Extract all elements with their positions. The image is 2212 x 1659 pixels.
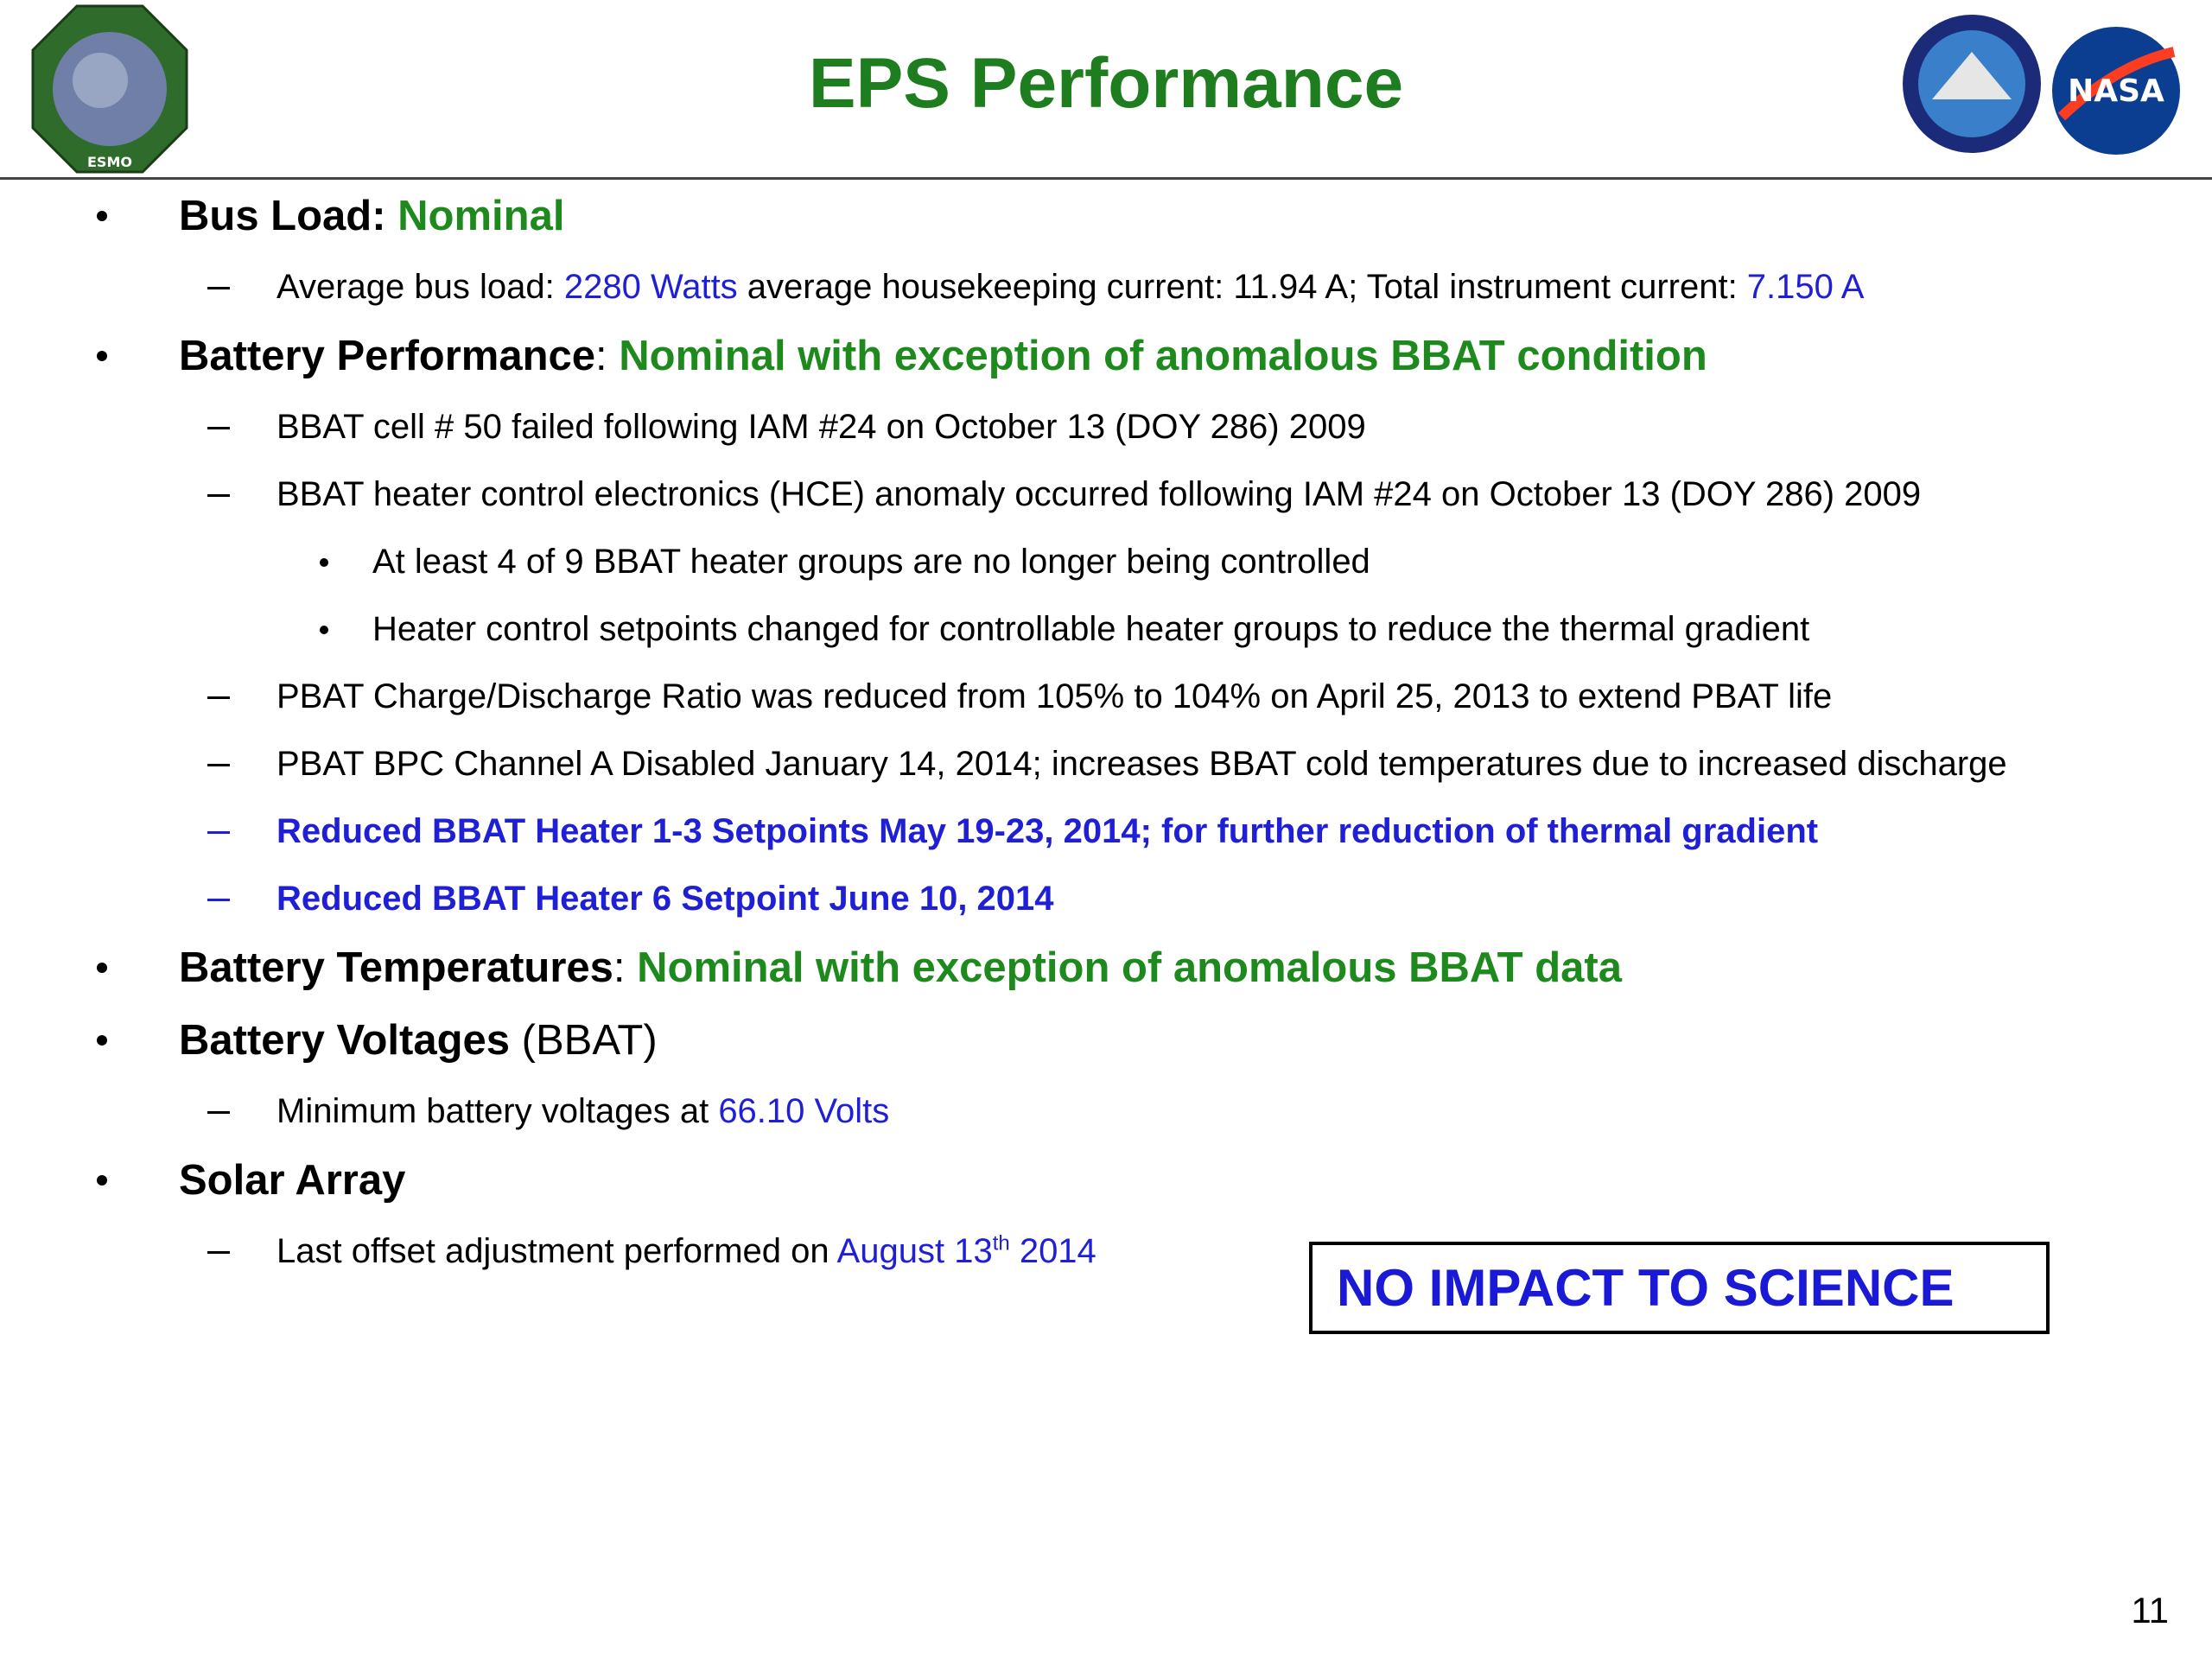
dash-marker — [207, 287, 230, 289]
text-run: PBAT BPC Channel A Disabled January 14, … — [276, 745, 2007, 783]
mission-logos: NASA — [1903, 15, 2180, 155]
text-run: Nominal with exception of anomalous BBAT… — [637, 944, 1622, 991]
text-run: At least 4 of 9 BBAT heater groups are n… — [372, 543, 1370, 581]
text-run: Nominal — [397, 193, 565, 239]
bullet-item: Last offset adjustment performed on Augu… — [0, 1231, 2143, 1272]
bullet-marker — [320, 626, 328, 634]
bullet-marker — [97, 1035, 107, 1046]
bullet-marker — [97, 1175, 107, 1185]
text-run: Heater control setpoints changed for con… — [372, 610, 1810, 648]
dash-marker — [207, 1111, 230, 1114]
text-run: 7.150 A — [1746, 268, 1865, 306]
text-run: Nominal with exception of anomalous BBAT… — [619, 333, 1707, 379]
bullet-item: Battery Voltages (BBAT) — [0, 1016, 2143, 1065]
dash-marker — [207, 696, 230, 699]
bullet-marker — [97, 211, 107, 221]
text-run: Bus Load: — [179, 193, 398, 239]
callout-text: NO IMPACT TO SCIENCE — [1337, 1259, 1955, 1317]
text-run: Reduced BBAT Heater 6 Setpoint June 10, … — [276, 880, 1054, 918]
dash-marker — [207, 899, 230, 901]
text-run: 66.10 Volts — [718, 1092, 890, 1130]
text-run: (BBAT) — [510, 1017, 658, 1064]
dash-marker — [207, 494, 230, 497]
bullet-item: Minimum battery voltages at 66.10 Volts — [0, 1091, 2143, 1132]
text-run: th — [992, 1231, 1010, 1255]
bullet-item: Reduced BBAT Heater 1-3 Setpoints May 19… — [0, 811, 2143, 852]
bullet-item: BBAT heater control electronics (HCE) an… — [0, 474, 2143, 515]
text-run: Battery Performance — [179, 333, 596, 379]
bullet-item: PBAT BPC Channel A Disabled January 14, … — [0, 744, 2143, 785]
page-number: 11 — [2131, 1590, 2169, 1630]
text-run: Last offset adjustment performed on — [276, 1232, 837, 1270]
text-run: : — [613, 944, 638, 991]
header-rule — [0, 177, 2212, 180]
text-run: average housekeeping current: 11.94 A; T… — [737, 268, 1747, 306]
bullet-item: At least 4 of 9 BBAT heater groups are n… — [0, 542, 2143, 582]
logo-text: NASA — [2068, 73, 2164, 109]
text-run: 2014 — [1009, 1232, 1096, 1270]
nasa-vector — [2057, 47, 2176, 121]
slide-title: EPS Performance — [808, 44, 1404, 123]
esmo-logo: ESMO — [31, 4, 188, 174]
text-run: 2280 Watts — [563, 268, 738, 306]
dash-marker — [207, 427, 230, 429]
dash-marker — [207, 1251, 230, 1254]
callout-box: NO IMPACT TO SCIENCE — [1309, 1242, 2050, 1334]
bullet-item: Heater control setpoints changed for con… — [0, 609, 2143, 650]
bullet-item: PBAT Charge/Discharge Ratio was reduced … — [0, 677, 2143, 717]
text-run: BBAT heater control electronics (HCE) an… — [276, 475, 1922, 513]
text-run: PBAT Charge/Discharge Ratio was reduced … — [276, 677, 1833, 715]
bullet-item: BBAT cell # 50 failed following IAM #24 … — [0, 407, 2143, 448]
text-run: Minimum battery voltages at — [276, 1092, 719, 1130]
bullet-item: Solar Array — [0, 1156, 2143, 1205]
text-run: Average bus load: — [276, 268, 564, 306]
dash-marker — [207, 764, 230, 766]
bullet-item: Battery Temperatures: Nominal with excep… — [0, 944, 2143, 992]
bullet-item: Reduced BBAT Heater 6 Setpoint June 10, … — [0, 879, 2143, 919]
text-run: August 13 — [836, 1232, 993, 1270]
text-run: Battery Temperatures — [179, 944, 613, 991]
bullet-marker — [320, 558, 328, 567]
bullet-list: Bus Load: Nominal Average bus load: 2280 … — [0, 192, 2143, 1272]
eos-logo-mountain — [1932, 52, 2012, 99]
bullet-item: Average bus load: 2280 Watts average hou… — [0, 267, 2143, 308]
text-run: Solar Array — [179, 1157, 406, 1204]
text-run: : — [595, 333, 620, 379]
dash-marker — [207, 831, 230, 834]
bullet-marker — [97, 351, 107, 361]
logo-globe-highlight — [73, 53, 128, 108]
text-run: Battery Voltages — [179, 1017, 511, 1064]
text-run: Reduced BBAT Heater 1-3 Setpoints May 19… — [276, 812, 1819, 850]
bullet-item: Bus Load: Nominal — [0, 192, 2143, 240]
bullet-item: Battery Performance: Nominal with except… — [0, 332, 2143, 380]
bullet-marker — [97, 963, 107, 973]
logo-text: ESMO — [87, 154, 132, 170]
text-run: BBAT cell # 50 failed following IAM #24 … — [276, 408, 1366, 446]
